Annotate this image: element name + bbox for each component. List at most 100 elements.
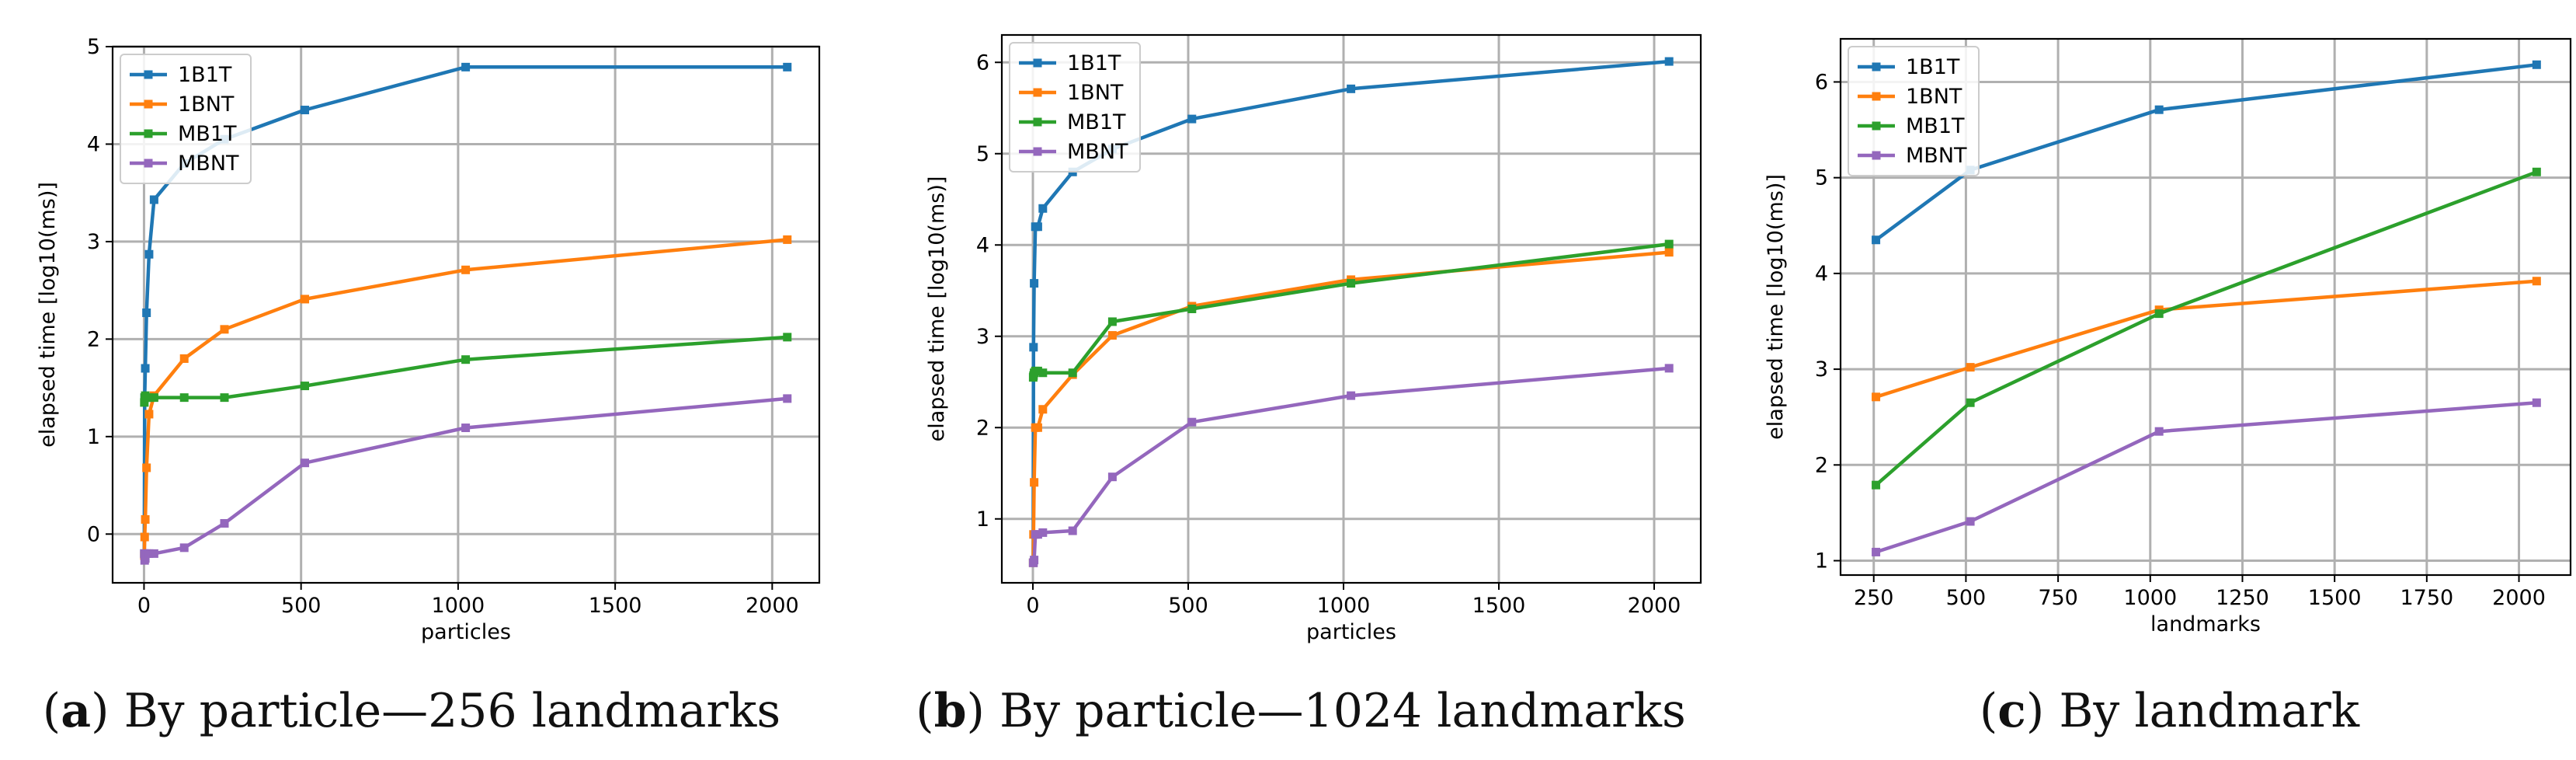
legend-label-1b1t: 1B1T [1906, 55, 1960, 79]
data-point-mb1t [1038, 368, 1048, 378]
data-point-mbnt [1664, 364, 1674, 373]
data-point-1bnt [1038, 405, 1048, 414]
y-tick-label: 4 [1815, 262, 1828, 286]
plot-frame [1839, 37, 2572, 577]
data-point-1b1t [149, 195, 158, 204]
y-tick-label: 6 [1815, 70, 1828, 94]
x-tick-label: 1000 [2123, 586, 2177, 610]
legend-label-mbnt: MBNT [1906, 144, 1967, 168]
caption-a: (a) By particle—256 landmarks [42, 684, 781, 738]
data-point-mbnt [1038, 528, 1048, 537]
data-point-mb1t [2154, 309, 2164, 319]
legend-marker-mb1t [144, 129, 153, 138]
x-tick-label: 2000 [1628, 594, 1681, 618]
data-point-mb1t [1872, 480, 1881, 490]
data-point-1b1t [1187, 114, 1197, 124]
data-point-mb1t [220, 393, 229, 403]
legend-box [1009, 42, 1141, 173]
y-tick-label: 2 [1815, 453, 1828, 477]
data-point-mbnt [144, 549, 154, 558]
data-point-1bnt [461, 265, 471, 274]
data-point-1bnt [220, 325, 229, 334]
x-axis-label: particles [421, 620, 511, 644]
data-point-mb1t [301, 382, 310, 391]
legend-label-1b1t: 1B1T [1067, 51, 1121, 75]
data-point-mbnt [1347, 391, 1356, 400]
caption-b: (b) By particle—1024 landmarks [916, 684, 1686, 738]
x-axis-label: landmarks [2150, 612, 2261, 636]
data-point-1b1t [783, 62, 792, 71]
legend-marker-1b1t [1872, 62, 1881, 71]
legend-box [120, 54, 252, 184]
legend-label-mb1t: MB1T [1067, 110, 1126, 134]
data-point-mbnt [1068, 526, 1077, 535]
caption-c: (c) By landmark [1979, 684, 2360, 738]
data-point-mb1t [144, 393, 154, 403]
data-point-mbnt [2154, 427, 2164, 436]
data-point-mbnt [1966, 517, 1975, 526]
legend-marker-1bnt [1872, 92, 1881, 101]
data-point-mb1t [1068, 368, 1077, 378]
series-line-mbnt [1875, 400, 2537, 554]
x-tick-label: 1000 [432, 594, 485, 618]
data-point-1bnt [301, 295, 310, 304]
series-line-mb1t [1031, 242, 1670, 378]
chart-panel-b: 0 500 1000 1500 2000 1 2 3 4 5 6 particles elapsed t… [878, 0, 1724, 760]
data-point-1b1t [1664, 57, 1674, 66]
data-point-1b1t [1030, 279, 1039, 288]
legend-marker-1bnt [1033, 88, 1042, 97]
x-tick-label: 1250 [2216, 586, 2269, 610]
series-line-1b1t [1875, 63, 2537, 242]
series-line-mb1t [1875, 170, 2538, 486]
y-tick-label: 4 [976, 233, 989, 257]
data-point-1b1t [142, 308, 151, 317]
data-point-mb1t [1033, 366, 1042, 375]
plot-frame [1000, 33, 1702, 584]
y-tick-label: 4 [87, 132, 100, 156]
data-point-mbnt [301, 458, 310, 468]
data-point-1bnt [144, 410, 154, 419]
data-point-1bnt [1872, 392, 1881, 402]
y-tick-label: 2 [87, 327, 100, 351]
data-point-1b1t [141, 364, 150, 373]
legend-marker-1b1t [144, 70, 153, 79]
x-tick-label: 750 [2038, 586, 2078, 610]
legend-marker-mb1t [1033, 117, 1042, 127]
legend-marker-1bnt [144, 99, 153, 109]
y-tick-label: 5 [976, 142, 989, 166]
data-point-1bnt [1966, 363, 1975, 372]
data-point-mb1t [1966, 398, 1975, 407]
data-point-1bnt [141, 514, 150, 524]
legend-marker-mbnt [144, 159, 153, 168]
legend-label-mbnt: MBNT [1067, 140, 1128, 164]
x-tick-label: 2000 [2492, 586, 2546, 610]
y-axis-label: elapsed time [log10(ms)] [1764, 174, 1788, 440]
x-tick-label: 2000 [746, 594, 799, 618]
data-point-1bnt [2532, 277, 2541, 286]
data-point-1b1t [1033, 222, 1042, 232]
chart-b-svg: 0 500 1000 1500 2000 1 2 3 4 5 6 particles elapsed t… [925, 33, 1702, 644]
legend-label-1bnt: 1BNT [1067, 81, 1124, 105]
y-tick-label: 0 [87, 522, 100, 546]
data-point-mbnt [1107, 472, 1117, 482]
data-point-mbnt [179, 543, 189, 553]
x-tick-label: 1500 [2308, 586, 2362, 610]
y-tick-label: 1 [976, 507, 989, 532]
legend-label-1b1t: 1B1T [178, 63, 232, 87]
x-tick-label: 500 [1168, 594, 1208, 618]
legend-label-mbnt: MBNT [178, 152, 239, 176]
data-point-1b1t [301, 106, 310, 115]
legend-marker-mbnt [1872, 151, 1881, 160]
data-point-1b1t [2154, 105, 2164, 114]
y-tick-label: 1 [1815, 549, 1828, 573]
chart-a-svg: 0 500 1000 1500 2000 0 1 2 3 4 5 particles elapsed t… [36, 35, 821, 644]
data-point-mb1t [1187, 305, 1197, 313]
data-point-1b1t [461, 62, 471, 71]
data-point-mbnt [149, 549, 158, 558]
series-line-1bnt [1031, 250, 1670, 563]
legend-marker-mbnt [1033, 147, 1042, 156]
data-point-mb1t [1664, 239, 1674, 249]
chart-panel-a: 0 500 1000 1500 2000 0 1 2 3 4 5 particles elapsed t… [0, 0, 823, 760]
x-tick-label: 500 [281, 594, 322, 618]
data-point-mbnt [1872, 547, 1881, 556]
